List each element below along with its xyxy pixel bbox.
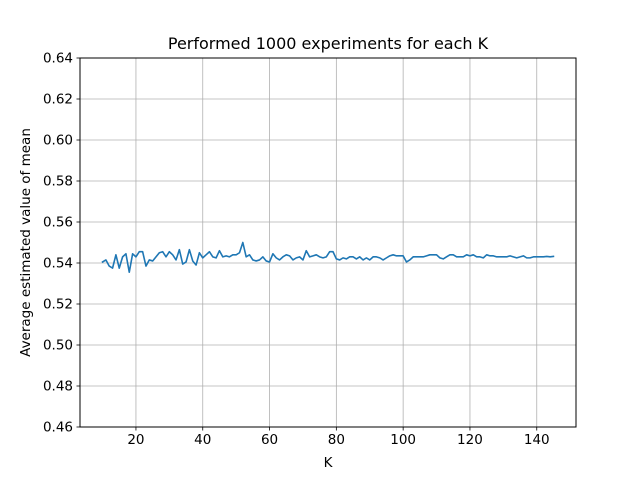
series-line — [101, 241, 555, 274]
y-tick-label: 0.46 — [43, 420, 73, 436]
x-tick-label: 20 — [127, 432, 144, 448]
y-tick-label: 0.58 — [43, 174, 73, 190]
y-tick-label: 0.62 — [43, 92, 73, 108]
y-tick-label: 0.56 — [43, 215, 73, 231]
chart-title: Performed 1000 experiments for each K — [168, 34, 489, 53]
x-tick-label: 60 — [261, 432, 278, 448]
x-tick-label: 80 — [328, 432, 345, 448]
series-layer — [101, 241, 555, 274]
y-tick-label: 0.52 — [43, 297, 73, 313]
y-tick-label: 0.50 — [43, 338, 73, 354]
x-tick-label: 40 — [194, 432, 211, 448]
y-tick-label: 0.60 — [43, 133, 73, 149]
y-tick-label: 0.48 — [43, 379, 73, 395]
ticks: 20 40 60 80 100 120 140 0.46 0.48 0.50 0.52 0.54 0.5… — [43, 51, 550, 449]
x-tick-label: 140 — [524, 432, 550, 448]
x-axis-label: K — [324, 455, 334, 471]
x-tick-label: 100 — [390, 432, 416, 448]
y-tick-label: 0.54 — [43, 256, 73, 272]
plot-frame — [79, 57, 577, 428]
y-axis-label: Average estimated value of mean — [18, 128, 34, 357]
y-tick-label: 0.64 — [43, 51, 73, 67]
x-tick-label: 120 — [457, 432, 483, 448]
